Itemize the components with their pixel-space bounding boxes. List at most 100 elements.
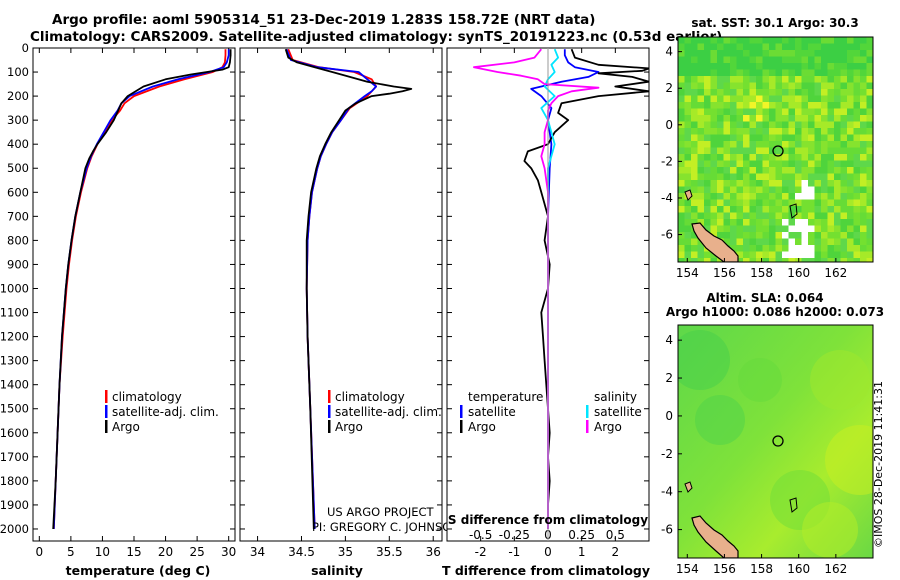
sst-cell xyxy=(866,193,873,200)
sst-cell xyxy=(853,108,861,116)
sst-cell xyxy=(814,82,822,90)
sst-cell xyxy=(801,212,809,220)
sst-cell xyxy=(801,186,809,194)
sst-cell xyxy=(821,147,828,155)
sst-cell xyxy=(840,82,848,90)
sst-cell xyxy=(678,115,685,122)
sst-cell xyxy=(697,173,705,181)
sst-cell xyxy=(678,258,685,262)
sst-cell xyxy=(697,69,705,77)
sst-cell xyxy=(847,56,854,64)
sst-cell xyxy=(827,50,835,57)
sst-cell xyxy=(775,167,783,174)
sst-cell xyxy=(743,147,750,155)
sla-patch xyxy=(695,395,745,445)
sst-cell xyxy=(762,76,770,83)
sst-cell xyxy=(743,108,750,116)
legend-swatch-climatology xyxy=(105,390,108,403)
sst-cell xyxy=(769,63,776,70)
sst-cell xyxy=(710,206,718,213)
sst-cell xyxy=(678,212,685,220)
sst-cell xyxy=(801,154,809,161)
sst-cell xyxy=(762,63,770,70)
sst-cell xyxy=(795,193,802,200)
sst-cell xyxy=(684,212,692,220)
lat-tick-label: 4 xyxy=(665,45,673,59)
sst-cell xyxy=(788,63,796,70)
sst-cell xyxy=(704,76,711,83)
sst-cell xyxy=(821,251,828,259)
sst-cell xyxy=(762,219,770,226)
sst-cell xyxy=(840,199,848,207)
sst-cell xyxy=(801,173,809,181)
sst-cell xyxy=(710,134,718,142)
sst-cell xyxy=(808,225,815,233)
sst-cell xyxy=(749,251,757,259)
sst-cell xyxy=(782,180,789,187)
sst-cell xyxy=(827,258,835,262)
sst-cell xyxy=(821,95,828,103)
sst-cell xyxy=(710,128,718,135)
sst-cell xyxy=(762,251,770,259)
sst-cell xyxy=(814,76,822,83)
sst-cell xyxy=(736,225,744,233)
lon-tick-label: 162 xyxy=(824,266,847,280)
sst-cell xyxy=(827,128,835,135)
sst-cell xyxy=(827,43,835,51)
sst-cell xyxy=(788,43,796,51)
sst-cell xyxy=(821,167,828,174)
sst-cell xyxy=(834,102,841,109)
sst-cell xyxy=(743,141,750,148)
sst-cell xyxy=(821,134,828,142)
sst-cell xyxy=(704,121,711,129)
sst-cell xyxy=(795,141,802,148)
sst-cell xyxy=(860,193,867,200)
sst-cell xyxy=(775,160,783,168)
sst-cell xyxy=(782,128,789,135)
sst-cell xyxy=(710,56,718,64)
sst-cell xyxy=(840,95,848,103)
sst-cell xyxy=(736,219,744,226)
sst-cell xyxy=(769,251,776,259)
sst-cell xyxy=(782,69,789,77)
sst-cell xyxy=(795,251,802,259)
sst-cell xyxy=(808,43,815,51)
sst-cell xyxy=(853,160,861,168)
sst-cell xyxy=(749,245,757,252)
lon-tick-label: 158 xyxy=(750,562,773,576)
sst-cell xyxy=(821,245,828,252)
sst-cell xyxy=(860,225,867,233)
sst-cell xyxy=(678,128,685,135)
sst-cell xyxy=(736,147,744,155)
sst-cell xyxy=(808,193,815,200)
sst-cell xyxy=(795,154,802,161)
sst-cell xyxy=(788,232,796,239)
sst-cell xyxy=(775,115,783,122)
legend-swatch-t-satellite xyxy=(460,405,463,418)
sst-cell xyxy=(853,173,861,181)
sst-cell xyxy=(749,128,757,135)
sst-cell xyxy=(866,69,873,77)
s-difference-tick-label: -0.25 xyxy=(499,528,530,542)
sst-cell xyxy=(788,251,796,259)
x-tick-label: 10 xyxy=(95,545,110,559)
sla-map-title-line2: Argo h1000: 0.086 h2000: 0.073 xyxy=(666,305,884,319)
sst-cell xyxy=(756,134,763,142)
sst-cell xyxy=(834,43,841,51)
sst-cell xyxy=(808,232,815,239)
sst-cell xyxy=(749,173,757,181)
sst-cell xyxy=(704,167,711,174)
sst-cell xyxy=(736,95,744,103)
sst-cell xyxy=(756,141,763,148)
x-tick-label: 2 xyxy=(612,545,620,559)
sst-cell xyxy=(840,37,848,44)
sst-cell xyxy=(866,258,873,262)
sst-cell xyxy=(860,212,867,220)
sst-cell xyxy=(743,43,750,51)
depth-tick-label: 900 xyxy=(7,257,29,271)
sst-cell xyxy=(723,206,731,213)
sst-cell xyxy=(801,43,809,51)
sst-cell xyxy=(795,56,802,64)
depth-tick-label: 1100 xyxy=(0,306,29,320)
legend-label-s-argo: Argo xyxy=(594,420,622,434)
